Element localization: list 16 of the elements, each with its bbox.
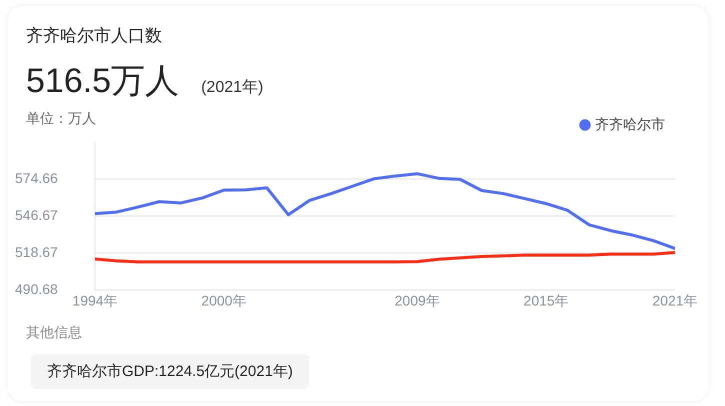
legend-label: 齐齐哈尔市 <box>595 116 665 132</box>
x-tick-label: 1994年 <box>72 292 118 308</box>
x-tick-label: 2015年 <box>524 292 569 308</box>
chart-title: 齐齐哈尔市人口数 <box>26 25 162 47</box>
text: 其他信息 <box>26 324 82 342</box>
y-axis-title: 单位：万人 <box>26 110 96 128</box>
y-tick-label: 518.67 <box>15 244 58 260</box>
x-tick-label: 2000年 <box>201 292 246 308</box>
text: 齐齐哈尔市GDP:1224.5亿元(2021年) <box>31 354 309 389</box>
y-tick-label: 574.66 <box>15 170 58 186</box>
x-tick-label: 2009年 <box>394 292 440 308</box>
x-tick-label: 2021年 <box>652 292 698 308</box>
y-tick-label: 490.68 <box>15 281 58 298</box>
text: (2021年) <box>201 78 264 98</box>
chart-subtitle: 516.5万人 <box>26 61 180 102</box>
y-tick-label: 546.67 <box>15 206 58 223</box>
